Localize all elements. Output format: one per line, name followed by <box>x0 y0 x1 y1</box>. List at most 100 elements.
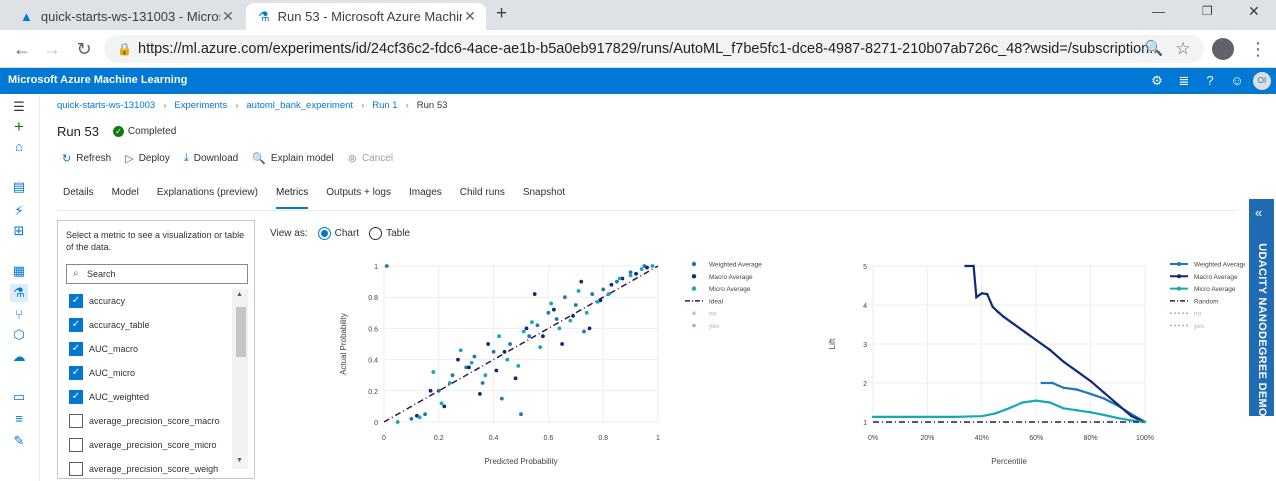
metric-item[interactable]: ✓ AUC_weighted <box>69 389 149 405</box>
models-icon[interactable]: ⬡ <box>13 327 25 342</box>
metric-item[interactable]: average_precision_score_weigh <box>69 461 218 477</box>
data-point <box>634 271 638 276</box>
metric-item[interactable]: average_precision_score_macro <box>69 413 220 429</box>
restore-button[interactable]: ❐ <box>1202 4 1213 18</box>
metric-item[interactable]: ✓ accuracy_table <box>69 317 150 333</box>
data-point <box>527 334 532 339</box>
data-point <box>524 326 529 331</box>
tab-outputs-logs[interactable]: Outputs + logs <box>326 187 391 198</box>
metric-item[interactable]: average_precision_score_micro <box>69 437 217 453</box>
datastores-icon[interactable]: ≡ <box>15 411 23 426</box>
data-point <box>1024 331 1027 334</box>
automl-icon[interactable]: ⚡ <box>14 203 24 218</box>
metric-checkbox[interactable]: ✓ <box>69 294 83 308</box>
tab-images[interactable]: Images <box>409 187 442 198</box>
new-tab-button[interactable]: + <box>496 3 508 24</box>
metric-item[interactable]: ✓ accuracy <box>69 293 125 309</box>
metric-checkbox[interactable] <box>69 462 83 476</box>
metric-checkbox[interactable]: ✓ <box>69 342 83 356</box>
home-icon[interactable]: ⌂ <box>15 139 23 154</box>
smiley-icon[interactable]: ☺ <box>1230 73 1244 88</box>
data-point <box>557 326 562 331</box>
table-radio-label[interactable]: Table <box>386 228 410 239</box>
metric-checkbox[interactable]: ✓ <box>69 318 83 332</box>
table-radio[interactable] <box>369 227 383 240</box>
data-point <box>456 357 460 362</box>
breadcrumb-experiments[interactable]: Experiments <box>174 100 228 111</box>
legend-label: Micro Average <box>1194 286 1236 293</box>
url-field[interactable]: 🔒 https://ml.azure.com/experiments/id/24… <box>104 35 1204 63</box>
breadcrumb-parent-run[interactable]: Run 1 <box>372 100 398 111</box>
deploy-button[interactable]: ▷ Deploy <box>125 152 170 165</box>
metric-item[interactable]: ✓ AUC_micro <box>69 365 135 381</box>
browser-tab-workspace[interactable]: ▲ quick-starts-ws-131003 - Micros ✕ <box>8 3 244 30</box>
search-icon: ⌕ <box>73 268 79 279</box>
scroll-up-icon[interactable]: ▲ <box>236 291 243 298</box>
download-button[interactable]: ⤓ Download <box>184 152 238 165</box>
minimize-button[interactable]: — <box>1152 4 1165 19</box>
browser-tab-run[interactable]: ⚗ Run 53 - Microsoft Azure Machin ✕ <box>246 3 486 30</box>
hamburger-icon[interactable]: ☰ <box>13 99 25 114</box>
data-point <box>620 276 625 281</box>
back-icon[interactable]: ← <box>13 39 31 59</box>
plus-icon[interactable]: + <box>14 117 24 136</box>
reload-icon[interactable]: ↻ <box>76 39 92 59</box>
avatar[interactable]: OI <box>1253 72 1271 90</box>
forward-icon[interactable]: → <box>43 39 61 59</box>
legend-label: yes <box>709 323 720 330</box>
chart-radio[interactable] <box>317 227 331 240</box>
profile-icon[interactable] <box>1212 38 1234 60</box>
tab-details[interactable]: Details <box>63 187 94 198</box>
check-icon: ✓ <box>112 126 124 137</box>
data-point <box>442 404 447 409</box>
close-icon[interactable]: ✕ <box>464 8 476 24</box>
chevron-right-icon: › <box>405 100 409 111</box>
metric-checkbox[interactable]: ✓ <box>69 390 83 404</box>
help-icon[interactable]: ? <box>1206 73 1214 88</box>
metric-checkbox[interactable] <box>69 414 83 428</box>
tab-model[interactable]: Model <box>111 187 139 198</box>
scrollbar-thumb[interactable] <box>236 307 246 357</box>
gear-icon[interactable]: ⚙ <box>1151 73 1163 88</box>
close-icon[interactable]: ✕ <box>222 8 234 24</box>
y-axis-label: Lift <box>828 338 837 349</box>
browser-menu-icon[interactable]: ⋮ <box>1249 39 1267 59</box>
star-icon[interactable]: ☆ <box>1175 39 1191 58</box>
data-point <box>994 412 997 415</box>
tab-child-runs[interactable]: Child runs <box>459 187 505 198</box>
data-point <box>975 296 978 299</box>
udacity-banner[interactable]: « <box>1249 199 1274 416</box>
notebook-icon[interactable]: ▤ <box>12 179 26 194</box>
metric-checkbox[interactable] <box>69 438 83 452</box>
metric-item[interactable]: ✓ AUC_macro <box>69 341 138 357</box>
data-point <box>395 420 400 424</box>
close-window-button[interactable]: ✕ <box>1248 3 1260 19</box>
breadcrumb-experiment[interactable]: automl_bank_experiment <box>246 100 354 111</box>
cancel-button[interactable]: ⊗ Cancel <box>348 152 393 165</box>
data-point <box>1089 392 1092 396</box>
tab-snapshot[interactable]: Snapshot <box>522 187 566 198</box>
metric-checkbox[interactable]: ✓ <box>69 366 83 380</box>
tab-explanations-preview[interactable]: Explanations (preview) <box>156 187 258 198</box>
refresh-button[interactable]: ↻ Refresh <box>62 152 111 165</box>
status-badge: Completed <box>127 126 177 137</box>
feedback-icon[interactable]: ≣ <box>1178 73 1190 88</box>
data-point <box>1051 381 1054 385</box>
data-point <box>964 264 967 268</box>
explain-model-button[interactable]: 🔍 Explain model <box>252 152 334 165</box>
experiments-icon[interactable]: ⚗ <box>10 284 28 302</box>
zoom-icon[interactable]: 🔍 <box>1144 40 1164 57</box>
datasets-icon[interactable]: ▦ <box>12 263 26 278</box>
endpoints-icon[interactable]: ☁ <box>12 349 26 364</box>
compute-icon[interactable]: ▭ <box>12 389 26 404</box>
breadcrumb-workspace[interactable]: quick-starts-ws-131003 <box>57 100 156 111</box>
labeling-icon[interactable]: ✎ <box>13 433 25 448</box>
pipelines-icon[interactable]: ⑂ <box>15 307 23 322</box>
designer-icon[interactable]: ⊞ <box>13 223 25 238</box>
scrollbar[interactable]: ▲ ▼ <box>232 289 248 469</box>
data-point <box>996 310 1000 314</box>
tab-metrics[interactable]: Metrics <box>276 187 309 209</box>
scroll-down-icon[interactable]: ▼ <box>236 457 243 464</box>
chart-radio-label[interactable]: Chart <box>334 228 360 239</box>
search-input[interactable]: ⌕ Search <box>66 264 248 284</box>
